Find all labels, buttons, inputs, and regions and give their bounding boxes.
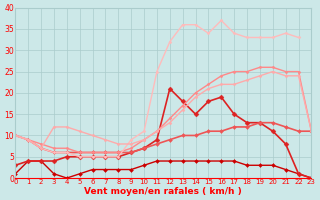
X-axis label: Vent moyen/en rafales ( km/h ): Vent moyen/en rafales ( km/h ) [84, 187, 242, 196]
